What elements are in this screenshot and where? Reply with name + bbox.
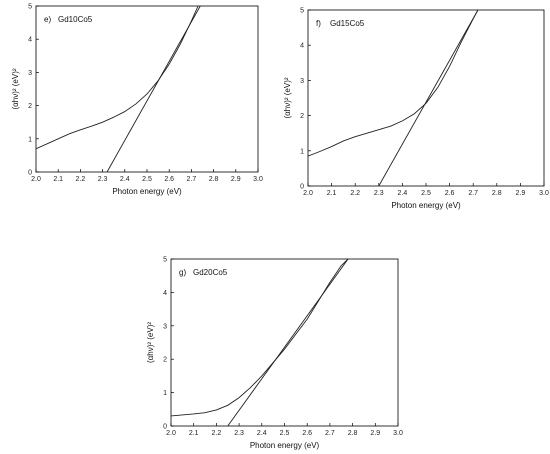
x-tick-label: 2.1 xyxy=(189,430,199,437)
x-tick-label: 2.9 xyxy=(231,176,241,183)
x-tick-label: 2.3 xyxy=(98,176,108,183)
y-axis-label: (αhν)² (eV)² xyxy=(283,77,292,118)
tauc-tangent-line xyxy=(227,259,349,426)
sample-label: Gd20Co5 xyxy=(193,268,228,277)
y-tick-label: 1 xyxy=(163,390,167,397)
x-tick-label: 2.8 xyxy=(209,176,219,183)
y-tick-label: 0 xyxy=(28,170,32,177)
tauc-tangent-line xyxy=(378,10,479,186)
y-tick-label: 5 xyxy=(300,8,304,15)
x-tick-label: 2.4 xyxy=(398,190,408,197)
x-tick-label: 2.8 xyxy=(492,190,502,197)
sample-label: Gd10Co5 xyxy=(58,15,93,24)
sample-label: Gd15Co5 xyxy=(330,19,365,28)
x-tick-label: 2.0 xyxy=(31,176,41,183)
y-tick-label: 4 xyxy=(28,37,32,44)
x-tick-label: 2.6 xyxy=(164,176,174,183)
panel-Gd20Co5: 2.0 2.1 2.2 2.3 2.4 2.5 2.6 2.7 2.8 2.9 3.0 0 1 2 3 4 5 g… xyxy=(146,257,403,451)
y-tick-label: 1 xyxy=(300,148,304,155)
x-tick-label: 2.5 xyxy=(280,430,290,437)
x-tick-label: 2.2 xyxy=(76,176,86,183)
y-tick-label: 5 xyxy=(163,257,167,264)
x-tick-label: 2.5 xyxy=(421,190,431,197)
x-tick-label: 2.1 xyxy=(53,176,63,183)
y-tick-label: 4 xyxy=(300,43,304,50)
plot-frame xyxy=(307,9,545,187)
panel-label: g) xyxy=(179,268,186,277)
y-tick-label: 1 xyxy=(28,136,32,143)
panel-label: e) xyxy=(44,15,51,24)
y-tick-label: 3 xyxy=(163,323,167,330)
x-tick-label: 2.8 xyxy=(348,430,358,437)
x-tick-label: 2.5 xyxy=(142,176,152,183)
x-tick-label: 2.0 xyxy=(166,430,176,437)
x-tick-label: 2.9 xyxy=(370,430,380,437)
x-tick-label: 3.0 xyxy=(539,190,549,197)
y-axis-label: (αhν)² (eV)² xyxy=(11,68,20,109)
plot-frame xyxy=(170,258,399,427)
x-tick-label: 2.6 xyxy=(302,430,312,437)
y-tick-label: 0 xyxy=(300,184,304,191)
x-tick-label: 2.7 xyxy=(187,176,197,183)
y-tick-label: 5 xyxy=(28,4,32,11)
y-tick-label: 4 xyxy=(163,290,167,297)
y-tick-label: 3 xyxy=(300,78,304,85)
x-tick-label: 2.4 xyxy=(257,430,267,437)
panel-Gd15Co5: 2.0 2.1 2.2 2.3 2.4 2.5 2.6 2.7 2.8 2.9 3.0 0 1 2 3 4 5 f… xyxy=(283,8,549,211)
absorption-curve xyxy=(36,6,199,150)
absorption-curve xyxy=(308,10,479,157)
x-tick-label: 2.2 xyxy=(350,190,360,197)
x-tick-label: 2.0 xyxy=(303,190,313,197)
plot-frame xyxy=(35,5,259,173)
y-tick-label: 2 xyxy=(28,103,32,110)
absorption-curve xyxy=(171,259,349,417)
y-tick-label: 2 xyxy=(300,113,304,120)
x-tick-label: 3.0 xyxy=(253,176,263,183)
y-tick-label: 2 xyxy=(163,357,167,364)
x-axis-label: Photon energy (eV) xyxy=(112,187,182,196)
x-tick-label: 2.6 xyxy=(445,190,455,197)
x-axis-label: Photon energy (eV) xyxy=(250,441,320,450)
y-axis-label: (αhν)² (eV)² xyxy=(146,322,155,363)
x-tick-label: 2.7 xyxy=(468,190,478,197)
x-tick-label: 2.7 xyxy=(325,430,335,437)
y-tick-label: 0 xyxy=(163,424,167,431)
panel-Gd10Co5: 2.0 2.1 2.2 2.3 2.4 2.5 2.6 2.7 2.8 2.9 3.0 0 1 2 3 4 5 e… xyxy=(11,4,263,197)
x-tick-label: 2.3 xyxy=(374,190,384,197)
x-axis-label: Photon energy (eV) xyxy=(391,201,461,210)
x-tick-label: 2.2 xyxy=(212,430,222,437)
x-tick-label: 2.9 xyxy=(516,190,526,197)
y-tick-label: 3 xyxy=(28,70,32,77)
tauc-tangent-line xyxy=(106,6,201,172)
x-tick-label: 2.4 xyxy=(120,176,130,183)
x-tick-label: 2.1 xyxy=(327,190,337,197)
x-tick-label: 2.3 xyxy=(234,430,244,437)
panel-label: f) xyxy=(316,19,321,28)
x-tick-label: 3.0 xyxy=(393,430,403,437)
